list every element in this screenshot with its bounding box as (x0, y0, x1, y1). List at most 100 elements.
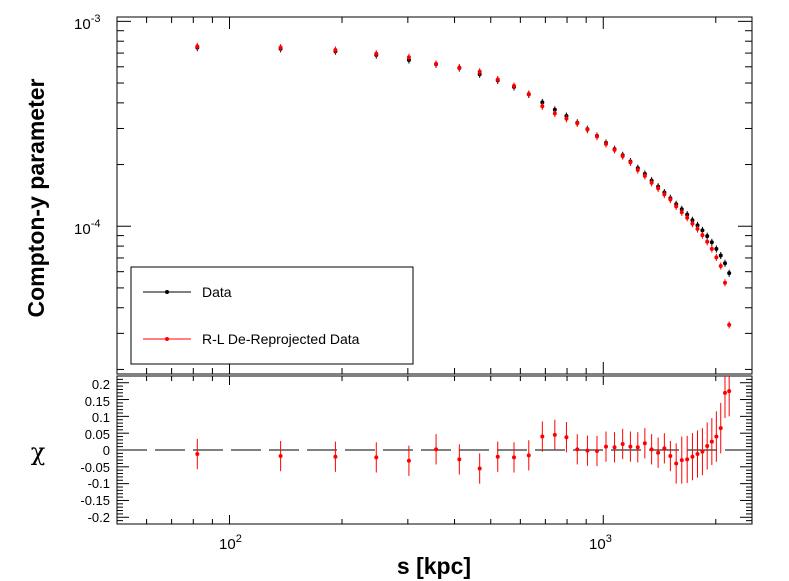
bottom-data-points (195, 376, 732, 484)
chi-point (406, 458, 411, 463)
chi-point (695, 452, 700, 457)
data-point (495, 77, 500, 82)
data-point (512, 83, 517, 88)
xlabel: s [kpc] (397, 553, 471, 579)
data-point (714, 246, 719, 251)
data-point (705, 234, 710, 239)
chi-point (512, 455, 517, 460)
data-point (457, 65, 462, 70)
data-point (594, 134, 599, 139)
data-point (700, 228, 705, 233)
top-plot-frame (116, 16, 753, 375)
legend-box (130, 266, 414, 365)
data-point (526, 91, 531, 96)
data-point (540, 100, 545, 105)
chi-point (333, 454, 338, 459)
data-point (552, 107, 557, 112)
chi-point (552, 432, 557, 437)
chi-point (674, 461, 679, 466)
data-point (540, 104, 545, 109)
chi-point (374, 455, 379, 460)
chi-point (679, 458, 684, 463)
top-ytick-label-1e-4: 10-4 (74, 218, 100, 238)
data-point (709, 240, 714, 245)
xtick-label-1e2: 102 (219, 533, 242, 553)
data-point (434, 61, 439, 66)
data-point (612, 147, 617, 152)
data-point (662, 192, 667, 197)
ytick-label: 0.2 (92, 377, 110, 392)
bottom-ylabel-chi: χ (31, 438, 46, 466)
top-ytick-label-1e-3: 10-3 (74, 13, 100, 33)
chi-point (434, 447, 439, 452)
data-point (477, 69, 482, 74)
data-point (635, 168, 640, 173)
chi-point (457, 457, 462, 462)
data-point (642, 173, 647, 178)
chi-point (709, 439, 714, 444)
chi-point (195, 452, 200, 457)
chi-point (642, 441, 647, 446)
chi-point (604, 444, 609, 449)
data-point (668, 197, 673, 202)
chi-point (656, 450, 661, 455)
data-point (714, 255, 719, 260)
data-point (333, 47, 338, 52)
chi-point (727, 389, 732, 394)
data-point (656, 186, 661, 191)
chi-point (685, 457, 690, 462)
chi-point (668, 454, 673, 459)
ytick-label: -0.05 (80, 460, 110, 475)
chi-point (620, 441, 625, 446)
data-point (690, 221, 695, 226)
bottom-axis-ticks (116, 375, 752, 525)
data-point (674, 204, 679, 209)
legend: Data R-L De-Reprojected Data (130, 266, 414, 365)
chi-point (718, 426, 723, 431)
data-point (604, 141, 609, 146)
chi-point (662, 446, 667, 451)
data-point (374, 51, 379, 56)
chi-point (723, 390, 728, 395)
ytick-label: -0.2 (88, 510, 110, 525)
top-axis-ticks (116, 17, 752, 374)
ytick-label: -0.15 (80, 493, 110, 508)
data-point (718, 253, 723, 258)
data-point (649, 180, 654, 185)
data-point (278, 45, 283, 50)
chi-point (635, 445, 640, 450)
chi-point (612, 445, 617, 450)
data-point (727, 322, 732, 327)
chi-point (705, 443, 710, 448)
data-point (685, 215, 690, 220)
data-point (723, 261, 728, 266)
chi-point (477, 466, 482, 471)
data-point (727, 271, 732, 276)
chi-point (540, 434, 545, 439)
chi-point (564, 435, 569, 440)
data-point (620, 154, 625, 159)
chi-point (575, 447, 580, 452)
data-point (406, 55, 411, 60)
chi-point (649, 447, 654, 452)
chi-point (714, 434, 719, 439)
legend-label-data: Data (202, 284, 232, 300)
data-point (195, 44, 200, 49)
data-point (585, 127, 590, 132)
legend-label-rl: R-L De-Reprojected Data (202, 331, 360, 347)
data-point (723, 280, 728, 285)
ytick-label: -0.1 (88, 476, 110, 491)
data-point (552, 111, 557, 116)
data-point (705, 239, 710, 244)
legend-data-marker (165, 290, 169, 294)
data-point (700, 233, 705, 238)
xtick-label-1e3: 103 (589, 533, 612, 553)
chi-point (585, 448, 590, 453)
ytick-label: 0.15 (85, 394, 110, 409)
data-point (695, 226, 700, 231)
top-data-points (195, 42, 732, 329)
ytick-label: 0.05 (85, 427, 110, 442)
legend-rl-marker (165, 337, 169, 341)
chi-point (690, 454, 695, 459)
